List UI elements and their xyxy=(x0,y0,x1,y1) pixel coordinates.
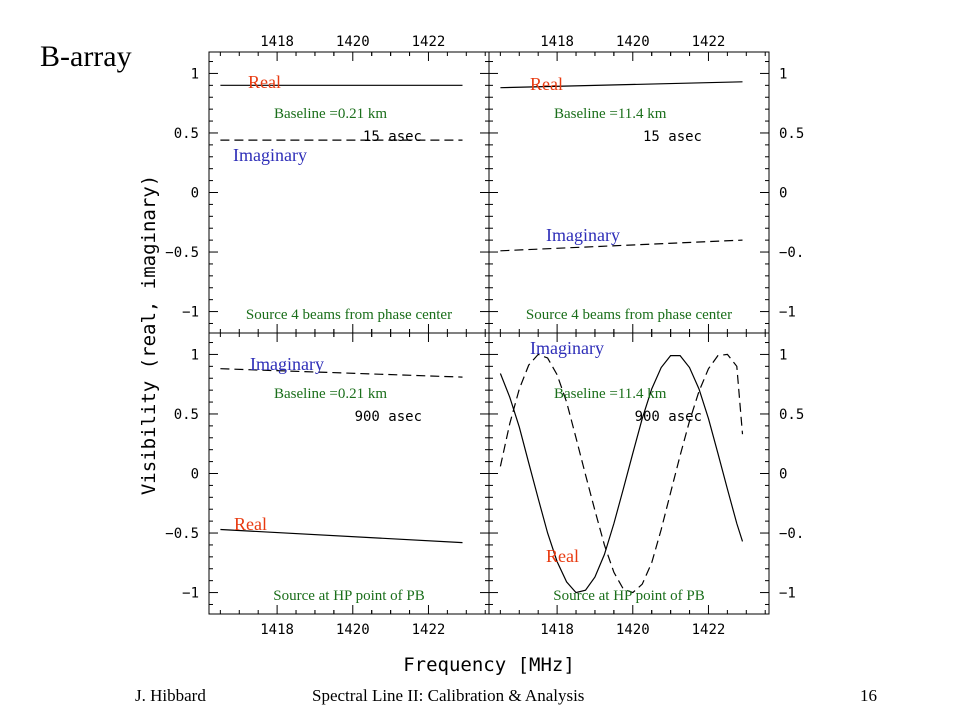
offset-annotation: 15 asec xyxy=(643,129,702,145)
panel-caption: Source 4 beams from phase center xyxy=(246,307,452,323)
footer-title: Spectral Line II: Calibration & Analysis xyxy=(312,686,585,705)
y-tick-label-right: 0 xyxy=(779,186,787,202)
panel-caption: Source 4 beams from phase center xyxy=(526,307,732,323)
x-tick-label: 1420 xyxy=(336,34,370,50)
y-tick-label-right: 0.5 xyxy=(779,407,804,423)
series-line-imaginary xyxy=(220,368,463,378)
footer-page-number: 16 xyxy=(860,686,877,705)
x-tick-label: 1422 xyxy=(412,34,446,50)
footer-author: J. Hibbard xyxy=(135,686,206,705)
slide-title: B-array xyxy=(40,40,132,73)
y-tick-label-left: −1 xyxy=(182,586,199,602)
offset-annotation: 900 asec xyxy=(635,409,702,425)
series-label-real: Real xyxy=(248,72,281,92)
series-label-imaginary: Imaginary xyxy=(250,354,324,374)
x-tick-label: 1418 xyxy=(260,622,294,638)
x-tick-label: 1420 xyxy=(616,622,650,638)
chart-panels: Real Imaginary Baseline =0.21 km 15 asec Sou… xyxy=(165,34,804,638)
y-tick-label-right: −0. xyxy=(779,526,804,542)
y-tick-label-left: 1 xyxy=(191,347,199,363)
y-axis-label: Visibility (real, imaginary) xyxy=(138,175,160,495)
y-tick-label-left: 0 xyxy=(191,467,199,483)
y-tick-label-right: 0.5 xyxy=(779,126,804,142)
series-line-imaginary xyxy=(500,239,743,252)
y-tick-label-left: 1 xyxy=(191,66,199,82)
y-tick-label-left: −0.5 xyxy=(165,245,199,261)
y-tick-label-right: −0. xyxy=(779,245,804,261)
series-label-real: Real xyxy=(546,546,579,566)
x-tick-label: 1420 xyxy=(616,34,650,50)
y-tick-label-right: −1 xyxy=(779,586,796,602)
x-tick-label: 1422 xyxy=(692,622,726,638)
panel-frame xyxy=(488,51,770,334)
series-line-real xyxy=(220,528,463,544)
tick-labels: 1418 1418 1418 1418 1420 1420 1420 1420 1422 1422… xyxy=(165,34,804,638)
y-tick-label-left: 0.5 xyxy=(174,407,199,423)
baseline-annotation: Baseline =11.4 km xyxy=(554,106,667,122)
x-tick-label: 1418 xyxy=(540,622,574,638)
y-tick-label-right: 0 xyxy=(779,467,787,483)
series-line-real xyxy=(499,355,744,594)
panel-bottom-right: Real Imaginary Baseline =11.4 km 900 asec So… xyxy=(488,332,770,615)
panel-top-right: Real Imaginary Baseline =11.4 km 15 asec Sou… xyxy=(488,51,770,334)
panel-top-left: Real Imaginary Baseline =0.21 km 15 asec Sou… xyxy=(208,51,490,334)
y-tick-label-left: 0.5 xyxy=(174,126,199,142)
y-tick-label-right: 1 xyxy=(779,66,787,82)
baseline-annotation: Baseline =11.4 km xyxy=(554,386,667,402)
panel-caption: Source at HP point of PB xyxy=(273,588,425,604)
series-label-real: Real xyxy=(234,514,267,534)
x-axis-label: Frequency [MHz] xyxy=(403,654,575,676)
x-tick-label: 1422 xyxy=(692,34,726,50)
y-tick-label-left: 0 xyxy=(191,186,199,202)
series-label-imaginary: Imaginary xyxy=(546,225,620,245)
series-label-imaginary: Imaginary xyxy=(233,145,307,165)
offset-annotation: 15 asec xyxy=(363,129,422,145)
panel-frame xyxy=(208,332,490,615)
baseline-annotation: Baseline =0.21 km xyxy=(274,386,387,402)
panel-bottom-left: Imaginary Real Baseline =0.21 km 900 asec So… xyxy=(208,332,490,615)
panel-caption: Source at HP point of PB xyxy=(553,588,705,604)
y-tick-label-right: 1 xyxy=(779,347,787,363)
x-tick-label: 1420 xyxy=(336,622,370,638)
series-line-real xyxy=(500,81,743,89)
panel-frame xyxy=(208,51,490,334)
series-label-imaginary: Imaginary xyxy=(530,338,604,358)
offset-annotation: 900 asec xyxy=(355,409,422,425)
baseline-annotation: Baseline =0.21 km xyxy=(274,106,387,122)
x-tick-label: 1418 xyxy=(260,34,294,50)
y-tick-label-right: −1 xyxy=(779,305,796,321)
x-tick-label: 1418 xyxy=(540,34,574,50)
chart-shared-labels: Frequency [MHz] Visibility (real, imagin… xyxy=(138,175,575,676)
y-tick-label-left: −1 xyxy=(182,305,199,321)
x-tick-label: 1422 xyxy=(412,622,446,638)
y-tick-label-left: −0.5 xyxy=(165,526,199,542)
series-label-real: Real xyxy=(530,74,563,94)
